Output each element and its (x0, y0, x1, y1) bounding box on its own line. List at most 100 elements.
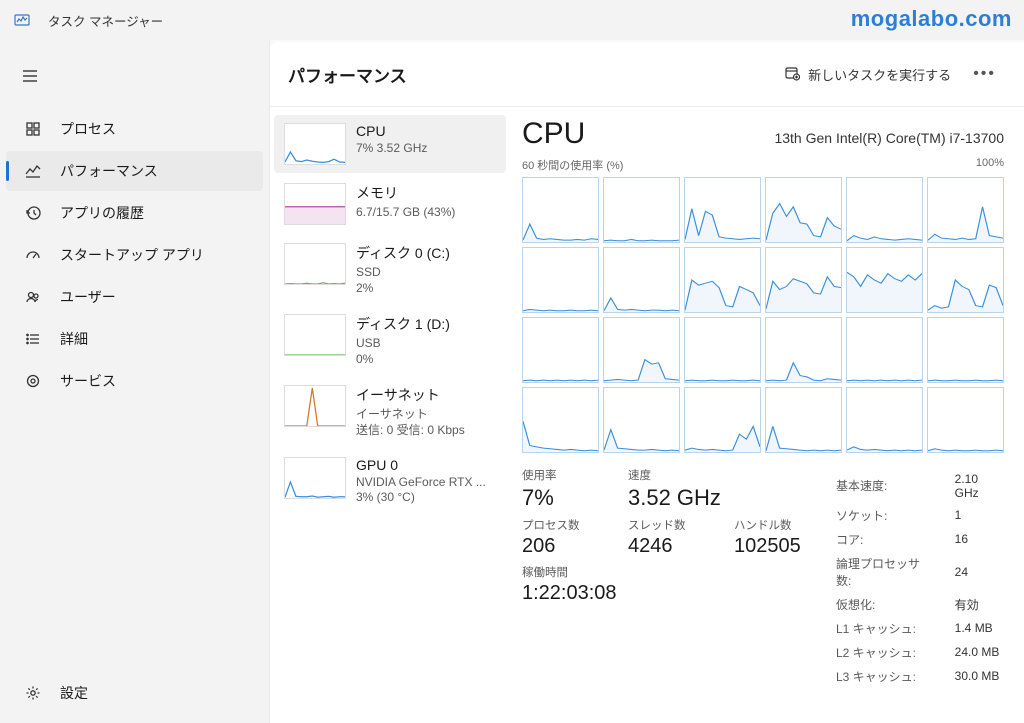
resource-thumb (284, 183, 346, 225)
chart-icon (24, 162, 42, 180)
chart-left-label: 60 秒間の使用率 (%) (522, 157, 623, 173)
resource-thumb (284, 457, 346, 499)
nav-processes[interactable]: プロセス (6, 109, 263, 149)
spec-row: 仮想化:有効 (836, 593, 1002, 615)
resource-thumb (284, 314, 346, 356)
watermark: mogalabo.com (851, 6, 1012, 32)
uptime-value: 1:22:03:08 (522, 582, 814, 605)
spec-row: L1 キャッシュ:1.4 MB (836, 617, 1002, 639)
nav-label: スタートアップ アプリ (60, 245, 204, 265)
core-cell (603, 247, 680, 313)
chart-right-label: 100% (976, 157, 1004, 173)
spec-table: 基本速度:2.10 GHzソケット:1コア:16論理プロセッサ数:24仮想化:有… (834, 467, 1004, 689)
spec-key: L1 キャッシュ: (836, 617, 953, 639)
resource-item[interactable]: GPU 0 NVIDIA GeForce RTX ...3% (30 °C) (274, 449, 506, 514)
new-task-button[interactable]: 新しいタスクを実行する (772, 57, 963, 92)
spec-value: 24 (955, 552, 1002, 591)
core-cell (765, 177, 842, 243)
speed-icon (24, 246, 42, 264)
app-icon (14, 12, 30, 28)
spec-value: 有効 (955, 593, 1002, 615)
stats-section: 使用率 7% 速度 3.52 GHz プロセス数 206 (522, 467, 1004, 689)
handle-label: ハンドル数 (734, 517, 814, 533)
resource-thumb (284, 123, 346, 165)
users-icon (24, 288, 42, 306)
spec-key: ソケット: (836, 504, 953, 526)
spec-key: L2 キャッシュ: (836, 641, 953, 663)
resource-name: メモリ (356, 183, 496, 203)
spec-key: L3 キャッシュ: (836, 665, 953, 687)
nav-toggle-button[interactable] (10, 58, 50, 94)
nav-startup[interactable]: スタートアップ アプリ (6, 235, 263, 275)
spec-key: 基本速度: (836, 469, 953, 502)
resource-list: CPU 7% 3.52 GHz メモリ 6.7/15.7 GB (43%) ディ… (270, 107, 510, 723)
core-cell (927, 317, 1004, 383)
content-header: パフォーマンス 新しいタスクを実行する ••• (270, 42, 1024, 106)
spec-key: 論理プロセッサ数: (836, 552, 953, 591)
proc-value: 206 (522, 535, 602, 558)
nav-label: ユーザー (60, 287, 116, 307)
handle-value: 102505 (734, 535, 814, 558)
core-cell (603, 177, 680, 243)
spec-value: 1.4 MB (955, 617, 1002, 639)
spec-value: 30.0 MB (955, 665, 1002, 687)
core-cell (846, 177, 923, 243)
resource-item[interactable]: ディスク 0 (C:) SSD2% (274, 235, 506, 304)
resource-name: GPU 0 (356, 457, 496, 473)
nav-label: サービス (60, 371, 116, 391)
spec-row: L2 キャッシュ:24.0 MB (836, 641, 1002, 663)
more-button[interactable]: ••• (963, 57, 1006, 91)
resource-name: ディスク 0 (C:) (356, 243, 496, 263)
core-cell (684, 247, 761, 313)
core-cell (927, 387, 1004, 453)
spec-row: L3 キャッシュ:30.0 MB (836, 665, 1002, 687)
grid-icon (24, 120, 42, 138)
core-cell (765, 247, 842, 313)
core-cell (522, 247, 599, 313)
resource-thumb (284, 385, 346, 427)
nav-services[interactable]: サービス (6, 361, 263, 401)
spec-value: 16 (955, 528, 1002, 550)
spec-value: 2.10 GHz (955, 469, 1002, 502)
spec-value: 1 (955, 504, 1002, 526)
detail-panel: CPU 13th Gen Intel(R) Core(TM) i7-13700 … (510, 107, 1024, 723)
core-cell (522, 177, 599, 243)
core-cell (765, 317, 842, 383)
page-title: パフォーマンス (288, 62, 772, 87)
core-cell (684, 177, 761, 243)
speed-value: 3.52 GHz (628, 485, 721, 511)
nav-history[interactable]: アプリの履歴 (6, 193, 263, 233)
new-task-label: 新しいタスクを実行する (808, 65, 951, 84)
nav-label: 設定 (60, 683, 88, 703)
thread-value: 4246 (628, 535, 708, 558)
nav-details[interactable]: 詳細 (6, 319, 263, 359)
nav-performance[interactable]: パフォーマンス (6, 151, 263, 191)
nav-settings[interactable]: 設定 (6, 673, 263, 713)
spec-row: コア:16 (836, 528, 1002, 550)
resource-thumb (284, 243, 346, 285)
core-cell (765, 387, 842, 453)
resource-sub: イーサネット送信: 0 受信: 0 Kbps (356, 407, 496, 438)
spec-row: ソケット:1 (836, 504, 1002, 526)
resource-item[interactable]: メモリ 6.7/15.7 GB (43%) (274, 175, 506, 233)
resource-sub: 7% 3.52 GHz (356, 141, 496, 157)
services-icon (24, 372, 42, 390)
uptime-label: 稼働時間 (522, 564, 814, 580)
usage-label: 使用率 (522, 467, 602, 483)
resource-name: ディスク 1 (D:) (356, 314, 496, 334)
resource-item[interactable]: ディスク 1 (D:) USB0% (274, 306, 506, 375)
nav-users[interactable]: ユーザー (6, 277, 263, 317)
nav-label: アプリの履歴 (60, 203, 144, 223)
speed-label: 速度 (628, 467, 721, 483)
spec-key: 仮想化: (836, 593, 953, 615)
core-cell (846, 247, 923, 313)
core-cell (927, 247, 1004, 313)
usage-value: 7% (522, 485, 602, 511)
resource-item[interactable]: イーサネット イーサネット送信: 0 受信: 0 Kbps (274, 377, 506, 446)
core-cell (684, 317, 761, 383)
resource-item[interactable]: CPU 7% 3.52 GHz (274, 115, 506, 173)
history-icon (24, 204, 42, 222)
core-cell (603, 317, 680, 383)
core-cell (684, 387, 761, 453)
resource-sub: SSD2% (356, 265, 496, 296)
